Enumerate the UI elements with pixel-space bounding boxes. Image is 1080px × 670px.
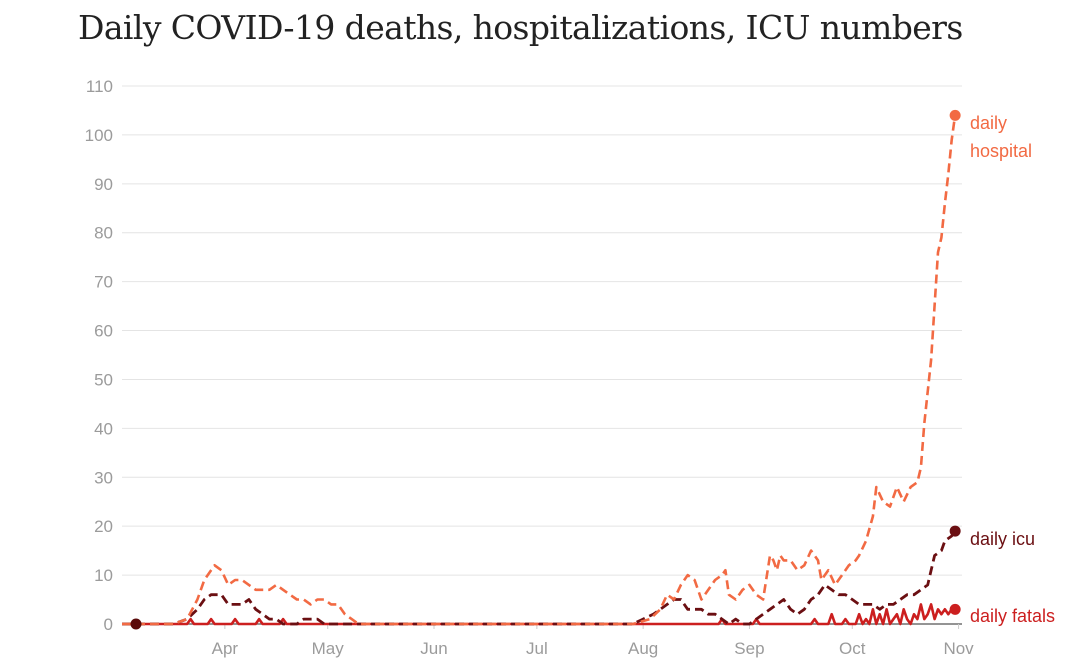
x-tick-label-jul: Jul	[526, 639, 548, 658]
chart-title: Daily COVID-19 deaths, hospitalizations,…	[78, 8, 963, 47]
series-endpoint-daily-icu	[949, 525, 961, 537]
y-tick-label: 70	[94, 273, 113, 292]
x-tick-label-jun: Jun	[420, 639, 447, 658]
x-tick-label-aug: Aug	[628, 639, 658, 658]
y-tick-label: 40	[94, 419, 113, 438]
series-label-daily-fatals: daily fatals	[970, 606, 1055, 626]
y-tick-label: 110	[86, 77, 113, 96]
x-tick-label-may: May	[312, 639, 345, 658]
series-line-daily-hospital	[122, 115, 957, 626]
y-tick-label: 30	[94, 468, 113, 487]
x-tick-label-apr: Apr	[212, 639, 239, 658]
series-line-daily-icu	[122, 530, 957, 626]
series-label-daily-icu: daily icu	[970, 529, 1035, 549]
y-tick-label: 50	[94, 370, 113, 389]
series-label-daily-hospital: hospital	[970, 141, 1032, 161]
series-endpoint-daily-fatals	[949, 603, 961, 615]
x-axis: Apr May Jun Jul Aug Sep Oct Nov	[212, 624, 974, 658]
series-labels: daily hospital daily icu daily fatals	[970, 113, 1055, 626]
y-tick-label: 10	[94, 566, 113, 585]
x-tick-label-sep: Sep	[734, 639, 764, 658]
series-lines	[122, 109, 961, 630]
y-tick-label: 80	[94, 224, 113, 243]
y-tick-label: 100	[85, 126, 113, 145]
x-tick-label-nov: Nov	[943, 639, 974, 658]
y-tick-label: 20	[94, 517, 113, 536]
y-axis: 0 10 20 30 40 50 60 70 80 90 100 110	[85, 77, 113, 634]
series-endpoint-daily-hospital	[949, 109, 961, 121]
series-label-daily-hospital: daily	[970, 113, 1007, 133]
y-tick-label: 0	[104, 615, 113, 634]
x-tick-label-oct: Oct	[839, 639, 866, 658]
y-tick-label: 60	[94, 322, 113, 341]
y-tick-label: 90	[94, 175, 113, 194]
gridlines	[122, 85, 962, 625]
series-line-daily-fatals	[122, 603, 956, 626]
series-start-dot	[130, 618, 142, 630]
